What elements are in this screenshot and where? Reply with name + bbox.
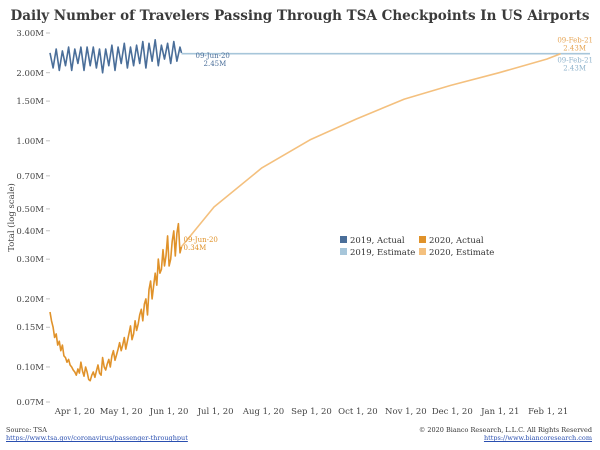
annotation-2019-estimate-date: 09-Feb-21 xyxy=(557,57,593,65)
x-tick-label: Aug 1, 20 xyxy=(242,407,284,417)
x-tick-label: Jun 1, 20 xyxy=(149,407,189,417)
annotation-2020-actual-date: 09-Jun-20 xyxy=(184,236,218,244)
annotation-2019-estimate-value: 2.43M xyxy=(563,65,586,73)
footer-source: Source: TSA https://www.tsa.gov/coronavi… xyxy=(6,426,188,442)
legend-label: 2020, Estimate xyxy=(429,248,494,258)
annotation-2020-actual-value: 0.34M xyxy=(184,244,207,252)
copyright-text: © 2020 Bianco Research, L.L.C. All Right… xyxy=(418,426,592,434)
legend-swatch xyxy=(419,248,426,255)
source-link[interactable]: https://www.tsa.gov/coronavirus/passenge… xyxy=(6,434,188,442)
y-tick-label: 0.15M xyxy=(16,323,44,333)
site-link[interactable]: https://www.biancoresearch.com xyxy=(483,434,592,442)
y-tick-label: 1.00M xyxy=(16,137,44,147)
x-tick-label: Apr 1, 20 xyxy=(54,407,95,417)
y-tick-label: 0.10M xyxy=(16,363,44,373)
chart-title: Daily Number of Travelers Passing Throug… xyxy=(10,8,590,24)
footer-copyright: © 2020 Bianco Research, L.L.C. All Right… xyxy=(419,426,592,442)
annotation-2019-actual-value: 2.45M xyxy=(204,60,227,68)
source-label: Source: TSA xyxy=(6,426,47,434)
y-tick-label: 0.07M xyxy=(16,398,44,408)
y-tick-label: 1.50M xyxy=(16,97,44,107)
y-tick-label: 2.00M xyxy=(16,69,44,79)
legend-swatch xyxy=(340,248,347,255)
annotation-2020-estimate-date: 09-Feb-21 xyxy=(557,37,593,45)
legend-label: 2019, Actual xyxy=(350,236,405,246)
x-tick-label: Dec 1, 20 xyxy=(432,407,473,417)
legend-label: 2020, Actual xyxy=(429,236,484,246)
y-axis-label: Total (log scale) xyxy=(6,183,17,252)
y-tick-label: 3.00M xyxy=(16,29,44,39)
y-tick-label: 0.50M xyxy=(16,205,44,215)
legend-swatch xyxy=(419,236,426,243)
x-tick-label: May 1, 20 xyxy=(100,407,143,417)
x-tick-label: Jul 1, 20 xyxy=(197,407,234,417)
series-line-2020-estimate xyxy=(180,52,561,248)
y-tick-label: 0.70M xyxy=(16,172,44,182)
legend-swatch xyxy=(340,236,347,243)
legend-label: 2019, Estimate xyxy=(350,248,415,258)
series-line-2020-actual xyxy=(49,222,183,382)
y-tick-label: 0.40M xyxy=(16,227,44,237)
x-tick-label: Jan 1, 21 xyxy=(480,407,519,417)
y-tick-label: 0.30M xyxy=(16,255,44,265)
annotation-2019-actual-date: 09-Jun-20 xyxy=(196,52,230,60)
x-tick-label: Sep 1, 20 xyxy=(291,407,332,417)
annotation-2020-estimate-value: 2.43M xyxy=(563,45,586,53)
x-tick-label: Nov 1, 20 xyxy=(385,407,427,417)
x-tick-label: Feb 1, 21 xyxy=(528,407,568,417)
y-tick-label: 0.20M xyxy=(16,295,44,305)
series-line-2019-actual xyxy=(49,38,183,74)
x-tick-label: Oct 1, 20 xyxy=(338,407,377,417)
